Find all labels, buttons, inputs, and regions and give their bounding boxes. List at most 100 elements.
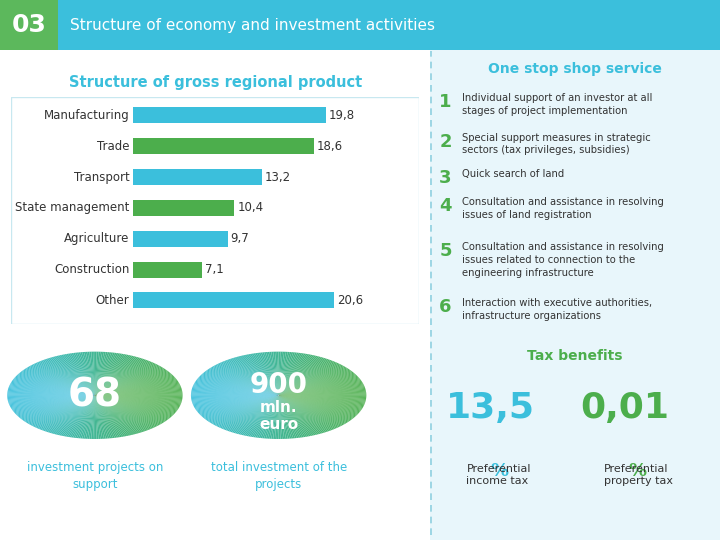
Wedge shape: [196, 380, 279, 395]
Wedge shape: [37, 362, 95, 395]
Wedge shape: [95, 394, 183, 395]
Wedge shape: [95, 395, 167, 421]
Wedge shape: [220, 362, 279, 395]
Wedge shape: [95, 395, 169, 420]
Wedge shape: [95, 354, 124, 395]
Wedge shape: [95, 395, 181, 404]
Wedge shape: [194, 383, 279, 395]
Wedge shape: [95, 395, 176, 412]
Wedge shape: [95, 362, 153, 395]
Wedge shape: [95, 395, 137, 434]
Wedge shape: [95, 395, 178, 410]
Wedge shape: [50, 395, 95, 433]
Wedge shape: [268, 352, 279, 395]
Wedge shape: [279, 395, 318, 435]
Wedge shape: [95, 384, 180, 395]
Wedge shape: [95, 375, 174, 395]
Wedge shape: [276, 352, 279, 395]
Wedge shape: [8, 390, 95, 395]
Text: 7,1: 7,1: [205, 263, 224, 276]
Wedge shape: [95, 358, 142, 395]
Wedge shape: [95, 368, 163, 395]
Text: Tax benefits: Tax benefits: [527, 349, 622, 363]
Wedge shape: [9, 387, 95, 395]
Text: 2: 2: [439, 133, 451, 151]
Wedge shape: [279, 390, 366, 395]
Wedge shape: [95, 370, 168, 395]
Wedge shape: [279, 380, 361, 395]
Wedge shape: [95, 395, 106, 438]
Wedge shape: [215, 364, 279, 395]
Wedge shape: [266, 352, 279, 395]
Wedge shape: [221, 362, 279, 395]
Wedge shape: [279, 395, 321, 434]
Wedge shape: [279, 395, 361, 410]
Wedge shape: [43, 360, 95, 395]
Wedge shape: [95, 395, 177, 411]
Wedge shape: [95, 373, 171, 395]
Wedge shape: [279, 395, 345, 424]
Wedge shape: [95, 395, 171, 418]
Wedge shape: [279, 381, 362, 395]
Wedge shape: [225, 360, 279, 395]
Wedge shape: [279, 395, 351, 421]
Wedge shape: [95, 353, 119, 395]
Wedge shape: [63, 395, 95, 436]
Wedge shape: [95, 364, 158, 395]
Wedge shape: [195, 381, 279, 395]
Wedge shape: [233, 395, 279, 433]
Text: 900: 900: [250, 371, 307, 399]
Wedge shape: [95, 395, 102, 439]
Wedge shape: [233, 357, 279, 395]
Wedge shape: [200, 395, 279, 416]
Wedge shape: [95, 366, 161, 395]
Wedge shape: [245, 355, 279, 395]
Wedge shape: [95, 362, 152, 395]
Wedge shape: [197, 379, 279, 395]
Wedge shape: [16, 395, 95, 415]
Wedge shape: [14, 379, 95, 395]
Wedge shape: [209, 368, 279, 395]
Wedge shape: [279, 395, 329, 431]
Wedge shape: [95, 395, 180, 407]
Wedge shape: [224, 395, 279, 430]
Wedge shape: [95, 352, 112, 395]
Wedge shape: [95, 395, 127, 436]
Wedge shape: [279, 395, 316, 435]
Text: Quick search of land: Quick search of land: [462, 169, 564, 179]
Wedge shape: [95, 386, 181, 395]
Wedge shape: [279, 395, 324, 433]
Wedge shape: [64, 395, 95, 436]
Wedge shape: [9, 395, 95, 406]
Wedge shape: [95, 377, 175, 395]
Wedge shape: [279, 354, 311, 395]
Wedge shape: [210, 395, 279, 423]
Wedge shape: [279, 395, 365, 403]
Wedge shape: [80, 395, 95, 438]
Wedge shape: [220, 395, 279, 428]
Wedge shape: [95, 395, 140, 433]
Bar: [133, 261, 202, 278]
Wedge shape: [279, 395, 366, 396]
Wedge shape: [89, 395, 95, 439]
Wedge shape: [221, 395, 279, 429]
Wedge shape: [279, 353, 304, 395]
Wedge shape: [95, 359, 143, 395]
Wedge shape: [95, 379, 177, 395]
Wedge shape: [262, 352, 279, 395]
Wedge shape: [46, 359, 95, 395]
Wedge shape: [200, 375, 279, 395]
Wedge shape: [264, 352, 279, 395]
Wedge shape: [95, 395, 149, 430]
Wedge shape: [279, 395, 338, 428]
Wedge shape: [7, 392, 95, 395]
Wedge shape: [279, 395, 360, 412]
Wedge shape: [95, 395, 161, 424]
Wedge shape: [257, 353, 279, 395]
Wedge shape: [279, 395, 335, 429]
Wedge shape: [95, 395, 153, 428]
Wedge shape: [7, 395, 95, 396]
Wedge shape: [241, 395, 279, 435]
Wedge shape: [29, 366, 95, 395]
Wedge shape: [279, 392, 366, 395]
